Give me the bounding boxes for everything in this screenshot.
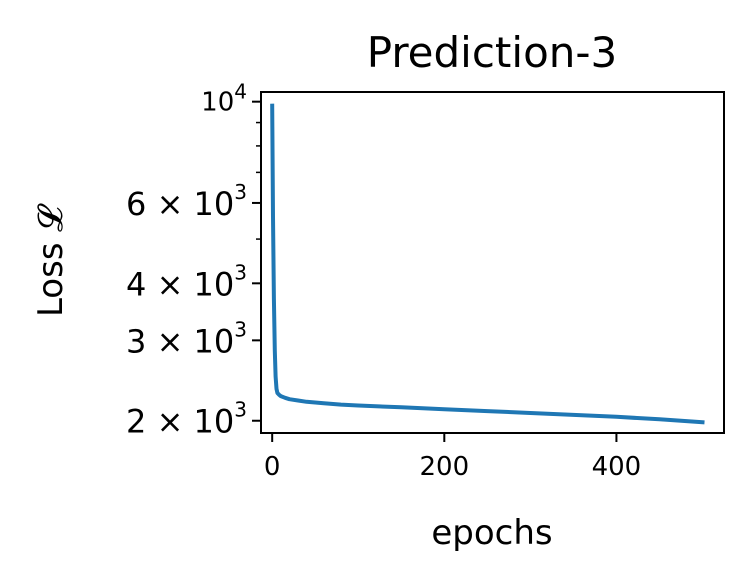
y-tick-label-4: 104: [201, 80, 247, 118]
x-tick-label-2: 400: [592, 452, 642, 482]
y-tick-label-2: 4 × 103: [126, 260, 247, 303]
chart-title: Prediction-3: [367, 28, 618, 77]
x-tick-label-0: 0: [264, 452, 281, 482]
y-axis-label: Loss 𝓛: [31, 203, 71, 317]
x-axis-label: epochs: [431, 513, 552, 553]
x-tick-label-1: 200: [419, 452, 469, 482]
y-tick-label-1: 3 × 103: [126, 317, 247, 360]
y-tick-label-3: 6 × 103: [126, 180, 247, 223]
y-tick-label-0: 2 × 103: [126, 398, 247, 441]
series-line-0: [270, 103, 705, 425]
plot-area: 0 200 400 2 × 103 3 × 103 4 × 103 6 × 103 104: [126, 80, 725, 482]
plot-frame: [260, 91, 725, 434]
